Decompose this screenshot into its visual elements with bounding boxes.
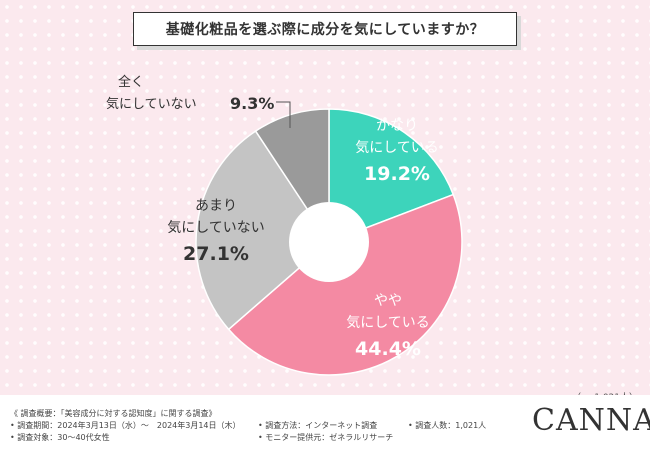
- slice-value-1: 44.4%: [355, 338, 421, 360]
- pie-slice-2: [195, 130, 330, 331]
- slice-label-line-0-1: 気にしている: [355, 140, 439, 156]
- pie-slice-1: [227, 193, 463, 376]
- pie-slice-0: [328, 108, 455, 244]
- pie-chart: かなり気にしている19.2%やや気にしている44.4%あまり気にしていない27.…: [106, 74, 463, 376]
- survey-period: • 調査期間：2024年3月13日（水）〜 2024年3月14日（木）: [10, 421, 241, 430]
- leader-line-3: [276, 101, 291, 128]
- canna-logo: CANNA: [532, 403, 650, 438]
- slice-label-line-2-1: 気にしていない: [167, 220, 265, 236]
- slice-value-2: 27.1%: [183, 243, 249, 265]
- slice-label-line-3-0: 全く: [118, 74, 144, 90]
- survey-target: • 調査対象：30〜40代女性: [10, 433, 110, 442]
- survey-method: • 調査方法：インターネット調査: [258, 421, 378, 430]
- donut-hole: [289, 202, 369, 282]
- slice-label-line-1-1: 気にしている: [346, 315, 430, 331]
- slice-label-line-1-0: やや: [374, 293, 402, 309]
- monitor-provider: • モニター提供元：ゼネラルリサーチ: [258, 433, 394, 442]
- survey-overview: 《 調査概要：「美容成分に対する認知度」に関する調査》: [10, 409, 217, 418]
- survey-footer: 《 調査概要：「美容成分に対する認知度」に関する調査》 • 調査期間：2024年…: [0, 395, 650, 450]
- slice-value-0: 19.2%: [364, 163, 430, 185]
- slice-label-line-0-0: かなり: [376, 118, 418, 134]
- chart-title: 基礎化粧品を選ぶ際に成分を気にしていますか？: [133, 12, 517, 46]
- slice-label-line-3-1: 気にしていない: [106, 96, 197, 112]
- slice-label-line-2-0: あまり: [195, 198, 237, 214]
- slice-value-3: 9.3%: [230, 94, 274, 113]
- survey-count: • 調査人数：1,021人: [408, 421, 487, 430]
